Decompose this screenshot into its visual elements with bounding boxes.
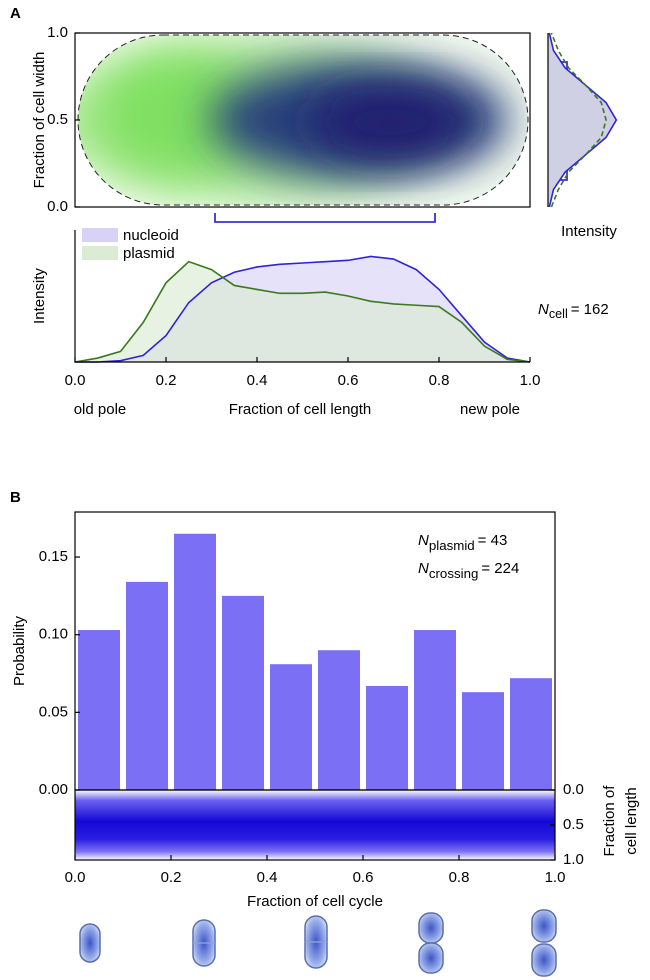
y-tick-label: 0.5 <box>47 111 68 128</box>
y-axis-label: Fraction of <box>601 785 618 857</box>
bar <box>462 692 504 790</box>
subscript: crossing <box>429 566 479 581</box>
line <box>74 260 531 363</box>
panel-label: A <box>10 5 21 22</box>
cell-icons <box>79 909 557 977</box>
y-tick-label: 0.0 <box>563 781 584 798</box>
bar <box>78 630 120 790</box>
symbol: N <box>418 560 429 577</box>
pole-label: new pole <box>460 401 520 418</box>
bracket <box>214 213 436 223</box>
bar <box>174 533 216 790</box>
panel-label: B <box>10 489 21 506</box>
x-tick-label: 0.2 <box>156 372 177 389</box>
y-axis-label: Probability <box>11 615 28 686</box>
x-tick-label: 1.0 <box>520 372 541 389</box>
line <box>548 32 618 208</box>
text: = 224 <box>481 560 519 577</box>
y-tick-label: 1.0 <box>563 851 584 868</box>
y-tick-label: 0.10 <box>39 626 68 643</box>
y-tick-label: 0.15 <box>39 548 68 565</box>
bar <box>270 664 312 790</box>
x-tick-label: 0.0 <box>65 372 86 389</box>
subscript: cell <box>549 307 568 321</box>
y-tick-label: 0.05 <box>39 703 68 720</box>
symbol: N <box>418 532 429 549</box>
bar <box>318 650 360 790</box>
legend-swatch <box>82 246 118 260</box>
bar <box>366 685 408 790</box>
x-tick-label: 0.6 <box>353 869 374 886</box>
x-tick-label: 0.4 <box>257 869 278 886</box>
y-axis-label: cell length <box>623 787 640 855</box>
y-tick-label: 0.5 <box>563 816 584 833</box>
area <box>75 261 530 362</box>
legend-swatch <box>82 228 118 242</box>
legend-label: nucleoid <box>123 227 179 244</box>
y-axis-label: Intensity <box>31 268 48 324</box>
bar <box>510 678 552 790</box>
legend-label: plasmid <box>123 245 175 262</box>
annotation: Nplasmid = 43 <box>418 532 507 553</box>
y-tick-label: 0.0 <box>47 198 68 215</box>
kymograph-image <box>75 790 555 860</box>
y-axis-label: Fraction of cell width <box>31 52 48 189</box>
x-tick-label: 0.2 <box>161 869 182 886</box>
x-tick-label: 0.4 <box>247 372 268 389</box>
subscript: plasmid <box>429 538 475 553</box>
line <box>550 32 607 208</box>
x-tick-label: 0.0 <box>65 869 86 886</box>
x-tick-label: 0.6 <box>338 372 359 389</box>
bar <box>414 630 456 790</box>
x-axis-label: Fraction of cell length <box>229 401 372 418</box>
area <box>548 33 617 207</box>
y-tick-label: 0.00 <box>39 781 68 798</box>
bar <box>222 595 264 790</box>
x-tick-label: 0.8 <box>429 372 450 389</box>
annotation: Ncell = 162 <box>538 301 609 321</box>
x-tick-label: 0.8 <box>449 869 470 886</box>
symbol: N <box>538 301 549 318</box>
text: = 43 <box>478 532 508 549</box>
x-axis-label: Intensity <box>561 223 617 240</box>
x-axis-label: Fraction of cell cycle <box>247 893 383 910</box>
y-tick-label: 1.0 <box>47 24 68 41</box>
pole-label: old pole <box>74 401 127 418</box>
annotation: Ncrossing = 224 <box>418 560 519 581</box>
text: = 162 <box>571 301 609 318</box>
cell-image <box>74 32 531 208</box>
bar <box>126 581 168 790</box>
x-tick-label: 1.0 <box>545 869 566 886</box>
line <box>75 255 531 363</box>
